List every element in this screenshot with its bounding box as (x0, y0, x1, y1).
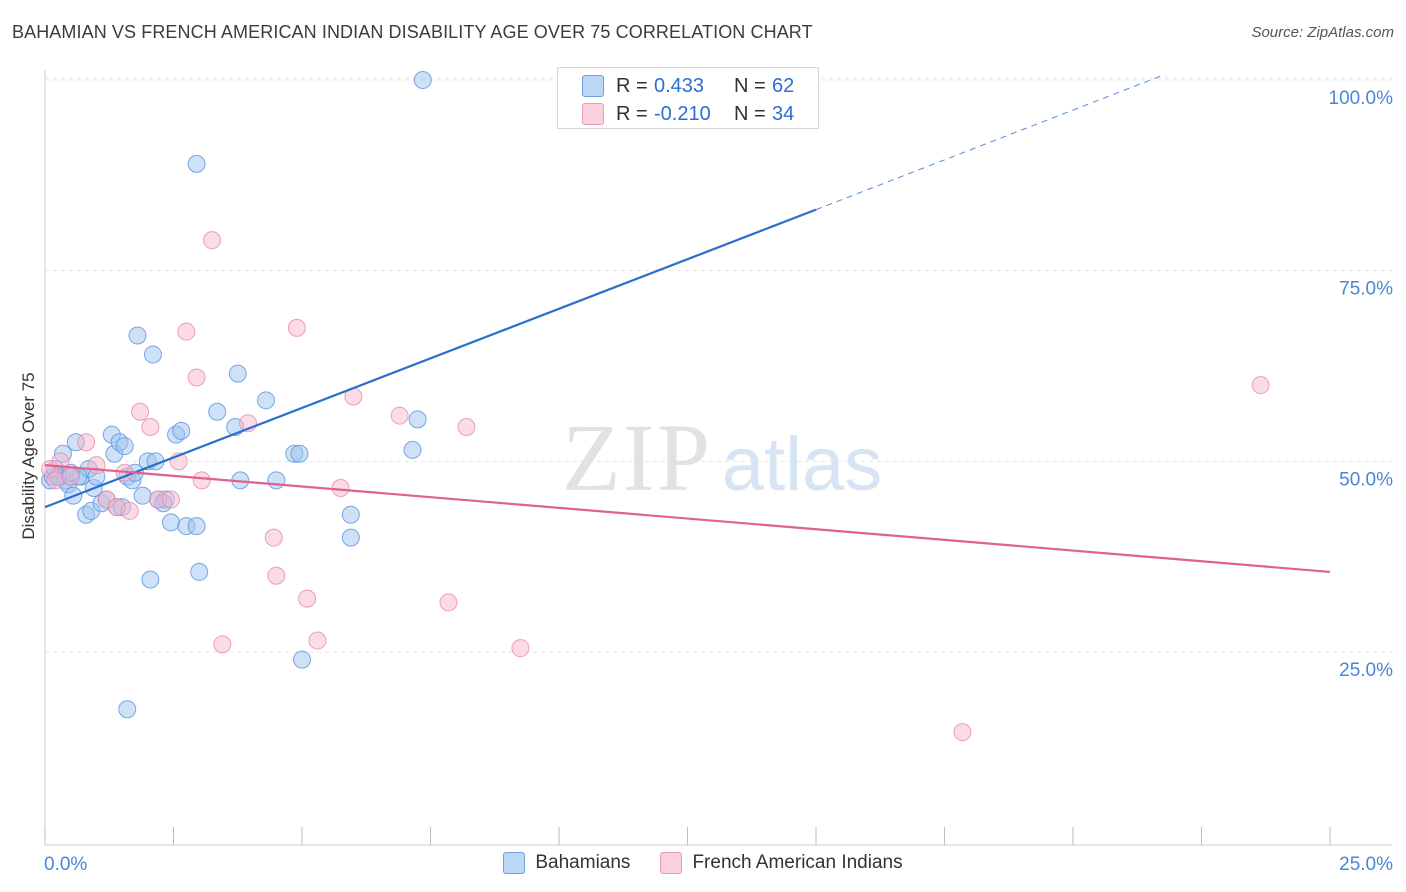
french-american-indian-point (298, 589, 317, 608)
y-tick-label: 25.0% (1339, 660, 1393, 681)
r-value: 0.433 (654, 74, 705, 97)
legend-label-french-american-indians: French American Indians (692, 852, 903, 873)
data-points (41, 71, 1270, 742)
bahamian-point (141, 570, 160, 589)
bahamian-point (128, 326, 147, 345)
bahamian-point (228, 364, 247, 383)
bahamian-point (161, 513, 180, 532)
n-label: N = (734, 74, 766, 97)
axes (44, 70, 1392, 846)
french-american-indian-trend-line (44, 464, 1331, 574)
bahamian-point (133, 486, 152, 505)
legend-item-bahamians[interactable]: Bahamians (503, 852, 630, 874)
french-american-indian-point (77, 433, 96, 452)
french-american-indian-point (61, 467, 80, 486)
trend-lines (44, 75, 1331, 574)
french-american-indian-point (1251, 376, 1270, 395)
bahamian-point (257, 391, 276, 410)
french-american-indian-point (177, 322, 196, 341)
french-american-indian-point (187, 368, 206, 387)
y-tick-label: 100.0% (1329, 88, 1394, 109)
chart-title: BAHAMIAN VS FRENCH AMERICAN INDIAN DISAB… (12, 22, 813, 42)
r-value: -0.210 (654, 102, 711, 125)
bahamian-point (267, 471, 286, 490)
french-american-indian-point (192, 471, 211, 490)
bahamian-point (341, 505, 360, 524)
bahamian-point (208, 402, 227, 421)
french-american-indian-point (213, 635, 232, 654)
watermark-zip: ZIP (562, 404, 712, 511)
stats-row-bahamians: R = 0.433 N = 62 (582, 72, 794, 100)
bahamian-point (118, 700, 137, 719)
source-label: Source: ZipAtlas.com (1251, 24, 1394, 41)
x-tick-label-right: 25.0% (1339, 854, 1393, 875)
french-american-indian-point (439, 593, 458, 612)
french-american-indian-point (287, 318, 306, 337)
bahamian-point (408, 410, 427, 429)
bahamian-point (187, 154, 206, 173)
french-american-indian-point (203, 231, 222, 250)
bahamian-trend-line (44, 208, 817, 509)
french-american-indian-point (511, 639, 530, 658)
stats-box: R = 0.433 N = 62 R = -0.210 N = 34 (557, 67, 819, 129)
bahamian-point (413, 71, 432, 89)
french-american-indian-point (87, 456, 106, 475)
legend-label-bahamians: Bahamians (535, 852, 631, 873)
grid-lines (45, 77, 1392, 653)
legend: Bahamians French American Indians (0, 852, 1406, 874)
french-american-indian-point (120, 501, 139, 520)
y-tick-label: 75.0% (1339, 279, 1393, 300)
legend-item-french-american-indians[interactable]: French American Indians (660, 852, 903, 874)
french-american-indian-point (390, 406, 409, 425)
legend-swatch-bahamians (503, 852, 526, 874)
french-american-indian-point (953, 723, 972, 742)
bahamian-trend-extension (815, 75, 1161, 211)
r-label: R = (616, 74, 648, 97)
n-value: 34 (772, 102, 795, 125)
bahamian-point (190, 562, 209, 581)
x-tick-label-left: 0.0% (44, 854, 87, 875)
stats-row-french-american-indians: R = -0.210 N = 34 (582, 100, 794, 128)
tick-labels: 100.0% 75.0% 50.0% 25.0% 0.0% 25.0% (44, 88, 1393, 875)
legend-swatch-french-american-indians (660, 852, 683, 874)
bahamian-point (293, 650, 311, 669)
bahamian-point (115, 437, 134, 456)
bahamian-point (403, 440, 422, 459)
n-value: 62 (772, 74, 795, 97)
bahamian-point (290, 444, 309, 463)
bahamian-point (187, 517, 206, 536)
watermark-atlas: atlas (722, 422, 883, 507)
series-french-american-indians (41, 231, 1270, 742)
french-american-indian-point (267, 566, 286, 585)
french-american-indian-point (331, 479, 350, 498)
french-american-indian-point (131, 402, 150, 421)
series-bahamians (41, 71, 615, 719)
french-american-indian-point (141, 418, 160, 437)
r-label: R = (616, 102, 648, 125)
french-american-indian-point (264, 528, 283, 547)
stats-swatch-bahamians (582, 75, 604, 97)
french-american-indian-point (161, 490, 180, 509)
stats-swatch-french-american-indians (582, 103, 604, 125)
bahamian-point (143, 345, 162, 364)
n-label: N = (734, 102, 766, 125)
bahamian-point (341, 528, 360, 547)
bahamian-point (172, 421, 191, 440)
y-tick-label: 50.0% (1339, 469, 1393, 490)
french-american-indian-point (308, 631, 327, 650)
french-american-indian-point (457, 418, 476, 437)
french-american-indian-point (46, 471, 65, 490)
y-axis-label: Disability Age Over 75 (19, 372, 38, 539)
